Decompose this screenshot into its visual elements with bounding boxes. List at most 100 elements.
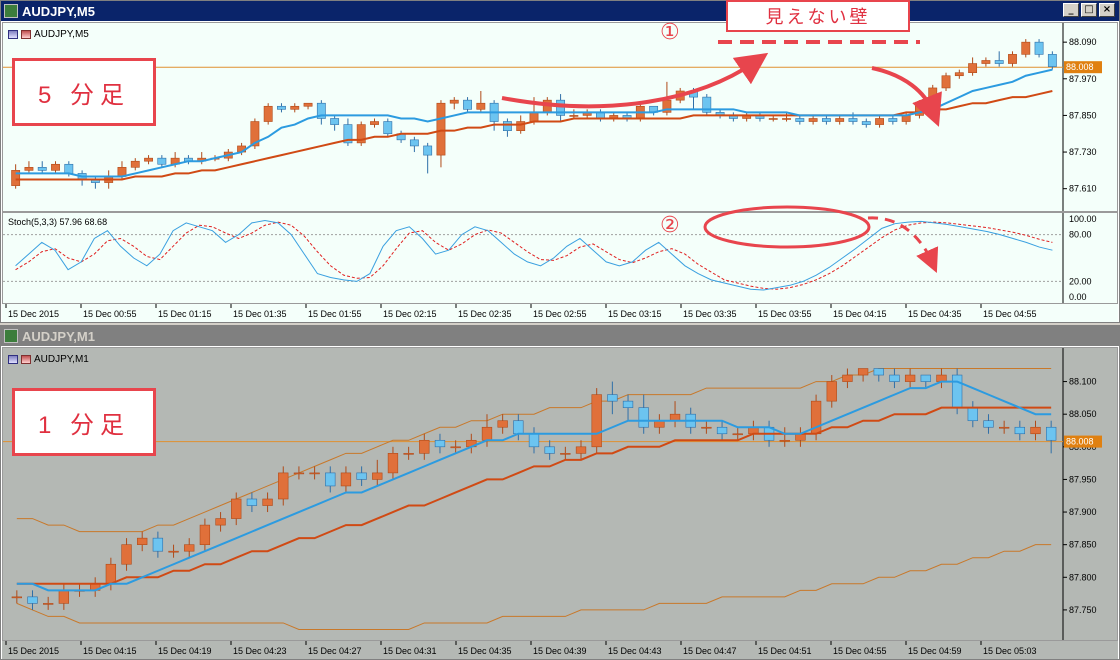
candle bbox=[24, 161, 34, 174]
candle bbox=[782, 112, 791, 122]
m1-time-axis: 15 Dec 2015 15 Dec 04:15 15 Dec 04:19 15 De… bbox=[2, 641, 1118, 659]
candle-body bbox=[356, 124, 366, 144]
candle bbox=[994, 51, 1004, 67]
fast-ma-line bbox=[15, 68, 1053, 178]
chart-type-icon bbox=[8, 30, 18, 39]
candle bbox=[137, 531, 148, 552]
m5-symbol-label: AUDJPY,M5 bbox=[8, 29, 89, 40]
candle bbox=[779, 427, 790, 447]
m1-price-pane[interactable]: AUDJPY,M1 88.10088.05088.00087.95087.900… bbox=[2, 347, 1118, 641]
candle-body bbox=[449, 99, 459, 104]
candle bbox=[436, 100, 446, 168]
candle bbox=[560, 446, 571, 460]
stoch-level-label: 80.00 bbox=[1069, 230, 1092, 240]
candle bbox=[1046, 420, 1057, 454]
candle bbox=[419, 433, 430, 460]
stoch-level-label: 20.00 bbox=[1069, 276, 1092, 286]
candle-body bbox=[231, 498, 242, 519]
candle-body bbox=[873, 368, 884, 376]
maximize-button[interactable]: □ bbox=[1081, 3, 1097, 17]
candle-body bbox=[262, 498, 273, 506]
candle-body bbox=[782, 118, 791, 120]
candle bbox=[27, 590, 38, 610]
candle-body bbox=[502, 121, 512, 131]
candle-body bbox=[622, 400, 634, 408]
candle-body bbox=[403, 453, 414, 455]
candle bbox=[920, 374, 931, 389]
minimize-button[interactable]: _ bbox=[1063, 3, 1079, 17]
candle bbox=[434, 433, 446, 454]
candle-body bbox=[383, 121, 393, 135]
candle bbox=[889, 368, 900, 389]
candle-body bbox=[476, 102, 486, 110]
x-tick-label: 15 Dec 04:31 bbox=[383, 646, 437, 656]
candle bbox=[450, 440, 461, 454]
x-tick-label: 15 Dec 03:15 bbox=[608, 309, 662, 319]
candle-body bbox=[137, 537, 148, 545]
candle bbox=[168, 544, 179, 558]
candle-body bbox=[968, 63, 978, 73]
candle-body bbox=[826, 381, 837, 402]
candle bbox=[716, 420, 728, 441]
x-tick-label: 15 Dec 01:55 bbox=[308, 309, 362, 319]
current-price-label: 88.008 bbox=[1066, 437, 1094, 447]
candle-body bbox=[463, 99, 472, 110]
candle-body bbox=[290, 105, 300, 110]
candle bbox=[231, 492, 242, 526]
candle bbox=[842, 368, 853, 389]
candle bbox=[768, 115, 778, 122]
candle-body bbox=[888, 118, 898, 122]
x-tick-label: 15 Dec 04:23 bbox=[233, 646, 287, 656]
wall-annotation-box: 見えない壁 bbox=[726, 0, 910, 32]
x-tick-label: 15 Dec 00:55 bbox=[83, 309, 137, 319]
candle bbox=[325, 466, 336, 493]
candle bbox=[888, 115, 898, 125]
candle-body bbox=[954, 72, 964, 77]
candle bbox=[43, 596, 54, 610]
candle-body bbox=[157, 157, 167, 165]
candle-body bbox=[27, 596, 38, 604]
candle bbox=[556, 94, 566, 122]
candle bbox=[303, 102, 313, 110]
candle bbox=[835, 115, 845, 125]
candle-body bbox=[51, 163, 60, 171]
close-button[interactable]: × bbox=[1099, 3, 1115, 17]
candle-body bbox=[716, 426, 728, 435]
x-tick-label: 15 Dec 03:55 bbox=[758, 309, 812, 319]
candle bbox=[130, 158, 140, 171]
candle bbox=[875, 115, 884, 128]
stoch-down-arrow bbox=[867, 216, 939, 273]
candle-body bbox=[1034, 41, 1044, 55]
candle-body bbox=[325, 472, 336, 487]
m1-chart-window[interactable]: AUDJPY,M1 AUDJPY,M1 88.10088.05088.00087… bbox=[0, 325, 1120, 660]
candle-body bbox=[732, 433, 743, 436]
annotation-marker-1: ① bbox=[660, 20, 680, 45]
candle bbox=[157, 155, 167, 168]
m1-window-title: AUDJPY,M1 bbox=[22, 328, 95, 344]
candle-body bbox=[861, 121, 871, 125]
candle-body bbox=[152, 537, 164, 552]
x-tick-label: 15 Dec 03:35 bbox=[683, 309, 737, 319]
m1-titlebar[interactable]: AUDJPY,M1 bbox=[1, 326, 1119, 346]
candle-body bbox=[436, 102, 446, 156]
candle-body bbox=[144, 157, 153, 162]
candle-body bbox=[11, 170, 21, 186]
candle bbox=[904, 368, 916, 389]
candle-body bbox=[387, 453, 399, 474]
candle bbox=[403, 446, 414, 460]
candle-body bbox=[37, 167, 47, 171]
x-tick-label: 15 Dec 04:19 bbox=[158, 646, 212, 656]
stoch-k-line bbox=[15, 220, 1053, 291]
stoch-d-line bbox=[15, 221, 1053, 290]
candle bbox=[544, 440, 555, 460]
y-tick-label: 87.610 bbox=[1069, 184, 1097, 194]
candle bbox=[873, 368, 884, 382]
x-tick-label: 15 Dec 02:35 bbox=[458, 309, 512, 319]
candle bbox=[387, 446, 399, 480]
candle-body bbox=[1008, 54, 1017, 64]
x-tick-label: 15 Dec 02:55 bbox=[533, 309, 587, 319]
fast-ma-line bbox=[16, 380, 1052, 592]
candle bbox=[277, 103, 286, 113]
candle-body bbox=[560, 453, 571, 455]
y-tick-label: 87.730 bbox=[1069, 147, 1097, 157]
